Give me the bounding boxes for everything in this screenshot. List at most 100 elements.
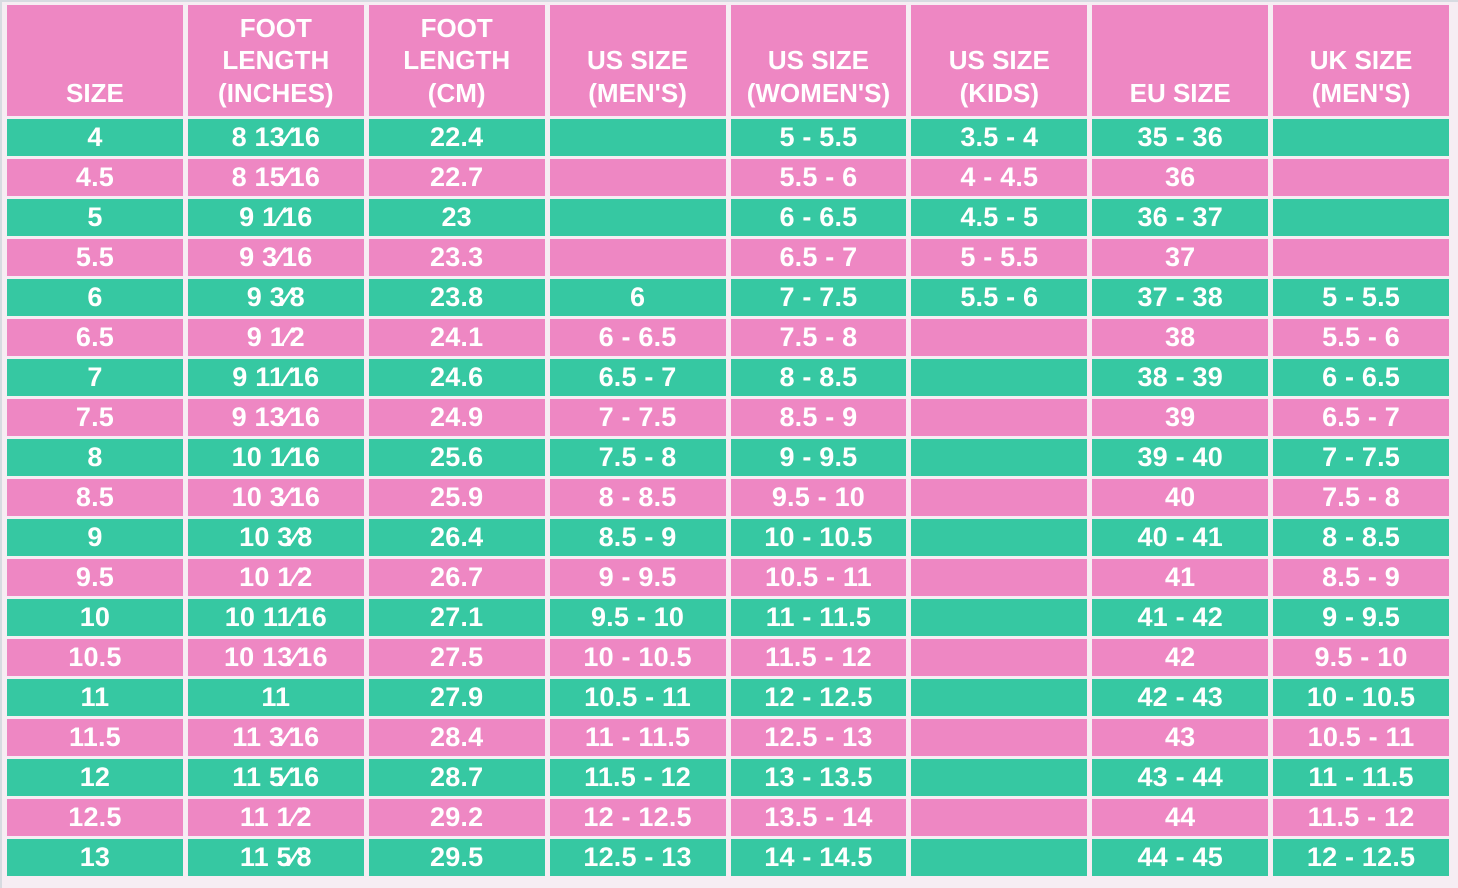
table-cell: 12.5: [7, 799, 183, 836]
table-cell: 12.5 - 13: [730, 719, 907, 756]
table-cell: 28.4: [368, 719, 545, 756]
table-cell: [549, 119, 726, 156]
column-header: US SIZE (KIDS): [911, 5, 1088, 116]
table-cell: 9 3⁄8: [187, 279, 364, 316]
table-cell: [911, 799, 1088, 836]
table-cell: 10 1⁄16: [187, 439, 364, 476]
table-row: 8.5 10 3⁄16 25.9 8 - 8.5 9.5 - 10 40 7.5 - 8: [7, 479, 1449, 516]
table-row: 11.5 11 3⁄16 28.4 11 - 11.5 12.5 - 13 43 10.5 …: [7, 719, 1449, 756]
table-cell: 12: [7, 759, 183, 796]
table-cell: 22.4: [368, 119, 545, 156]
table-cell: 5.5 - 6: [1273, 319, 1449, 356]
table-cell: [1273, 239, 1449, 276]
table-cell: 43 - 44: [1092, 759, 1269, 796]
table-cell: 7.5 - 8: [730, 319, 907, 356]
table-cell: 7 - 7.5: [730, 279, 907, 316]
table-cell: 29.5: [368, 839, 545, 876]
table-cell: 12.5 - 13: [549, 839, 726, 876]
table-cell: 13: [7, 839, 183, 876]
table-cell: 9.5 - 10: [1273, 639, 1449, 676]
table-cell: 27.9: [368, 679, 545, 716]
table-cell: 11.5 - 12: [549, 759, 726, 796]
table-cell: 9 1⁄16: [187, 199, 364, 236]
table-cell: 36: [1092, 159, 1269, 196]
table-cell: 5.5 - 6: [911, 279, 1088, 316]
table-cell: 8 13⁄16: [187, 119, 364, 156]
table-cell: 9.5: [7, 559, 183, 596]
table-row: 9.5 10 1⁄2 26.7 9 - 9.5 10.5 - 11 41 8.5 - 9: [7, 559, 1449, 596]
table-cell: 11 - 11.5: [1273, 759, 1449, 796]
table-cell: [911, 639, 1088, 676]
table-cell: 6.5 - 7: [730, 239, 907, 276]
table-cell: 38: [1092, 319, 1269, 356]
table-cell: 6: [7, 279, 183, 316]
column-header: SIZE: [7, 5, 183, 116]
table-cell: 6 - 6.5: [549, 319, 726, 356]
table-cell: 11 5⁄16: [187, 759, 364, 796]
table-cell: 25.9: [368, 479, 545, 516]
table-cell: 5 - 5.5: [730, 119, 907, 156]
table-cell: 43: [1092, 719, 1269, 756]
table-cell: 26.7: [368, 559, 545, 596]
table-cell: 7.5: [7, 399, 183, 436]
table-cell: [911, 719, 1088, 756]
table-cell: 44: [1092, 799, 1269, 836]
table-cell: 24.9: [368, 399, 545, 436]
table-cell: 6.5 - 7: [549, 359, 726, 396]
table-cell: 5.5 - 6: [730, 159, 907, 196]
table-cell: 8: [7, 439, 183, 476]
table-cell: 40: [1092, 479, 1269, 516]
table-cell: 5.5: [7, 239, 183, 276]
table-cell: 29.2: [368, 799, 545, 836]
table-cell: [911, 759, 1088, 796]
table-cell: 13 - 13.5: [730, 759, 907, 796]
table-cell: 23.8: [368, 279, 545, 316]
table-cell: 11 - 11.5: [730, 599, 907, 636]
table-cell: 40 - 41: [1092, 519, 1269, 556]
table-cell: [911, 479, 1088, 516]
table-cell: 8 15⁄16: [187, 159, 364, 196]
table-cell: 24.1: [368, 319, 545, 356]
table-cell: [1273, 119, 1449, 156]
table-cell: [549, 159, 726, 196]
table-cell: 42: [1092, 639, 1269, 676]
table-cell: [911, 399, 1088, 436]
table-cell: [549, 199, 726, 236]
table-cell: 10 - 10.5: [1273, 679, 1449, 716]
table-cell: 12 - 12.5: [1273, 839, 1449, 876]
table-cell: 9 13⁄16: [187, 399, 364, 436]
table-row: 7.5 9 13⁄16 24.9 7 - 7.5 8.5 - 9 39 6.5 - 7: [7, 399, 1449, 436]
table-cell: 10 - 10.5: [549, 639, 726, 676]
table-cell: 44 - 45: [1092, 839, 1269, 876]
table-row: 11 11 27.9 10.5 - 11 12 - 12.5 42 - 43 10 - 10…: [7, 679, 1449, 716]
table-cell: [911, 839, 1088, 876]
table-cell: 5: [7, 199, 183, 236]
table-cell: 4.5: [7, 159, 183, 196]
table-cell: 9 - 9.5: [549, 559, 726, 596]
table-row: 12 11 5⁄16 28.7 11.5 - 12 13 - 13.5 43 - 44 11…: [7, 759, 1449, 796]
table-cell: 37 - 38: [1092, 279, 1269, 316]
table-cell: 35 - 36: [1092, 119, 1269, 156]
table-cell: 7 - 7.5: [1273, 439, 1449, 476]
table-cell: 13.5 - 14: [730, 799, 907, 836]
table-cell: 10.5 - 11: [1273, 719, 1449, 756]
table-cell: 8.5 - 9: [549, 519, 726, 556]
table-cell: 11 5⁄8: [187, 839, 364, 876]
column-header: UK SIZE (MEN'S): [1273, 5, 1449, 116]
table-cell: 4: [7, 119, 183, 156]
table-cell: 9 - 9.5: [1273, 599, 1449, 636]
table-cell: 14 - 14.5: [730, 839, 907, 876]
table-row: 9 10 3⁄8 26.4 8.5 - 9 10 - 10.5 40 - 41 8 - 8.…: [7, 519, 1449, 556]
table-cell: 4.5 - 5: [911, 199, 1088, 236]
table-row: 10.5 10 13⁄16 27.5 10 - 10.5 11.5 - 12 42 9.5 …: [7, 639, 1449, 676]
table-cell: 28.7: [368, 759, 545, 796]
table-cell: [1273, 159, 1449, 196]
table-cell: 41: [1092, 559, 1269, 596]
table-cell: 24.6: [368, 359, 545, 396]
table-cell: [911, 519, 1088, 556]
table-cell: 10 11⁄16: [187, 599, 364, 636]
table-cell: 11: [7, 679, 183, 716]
table-cell: 9 1⁄2: [187, 319, 364, 356]
